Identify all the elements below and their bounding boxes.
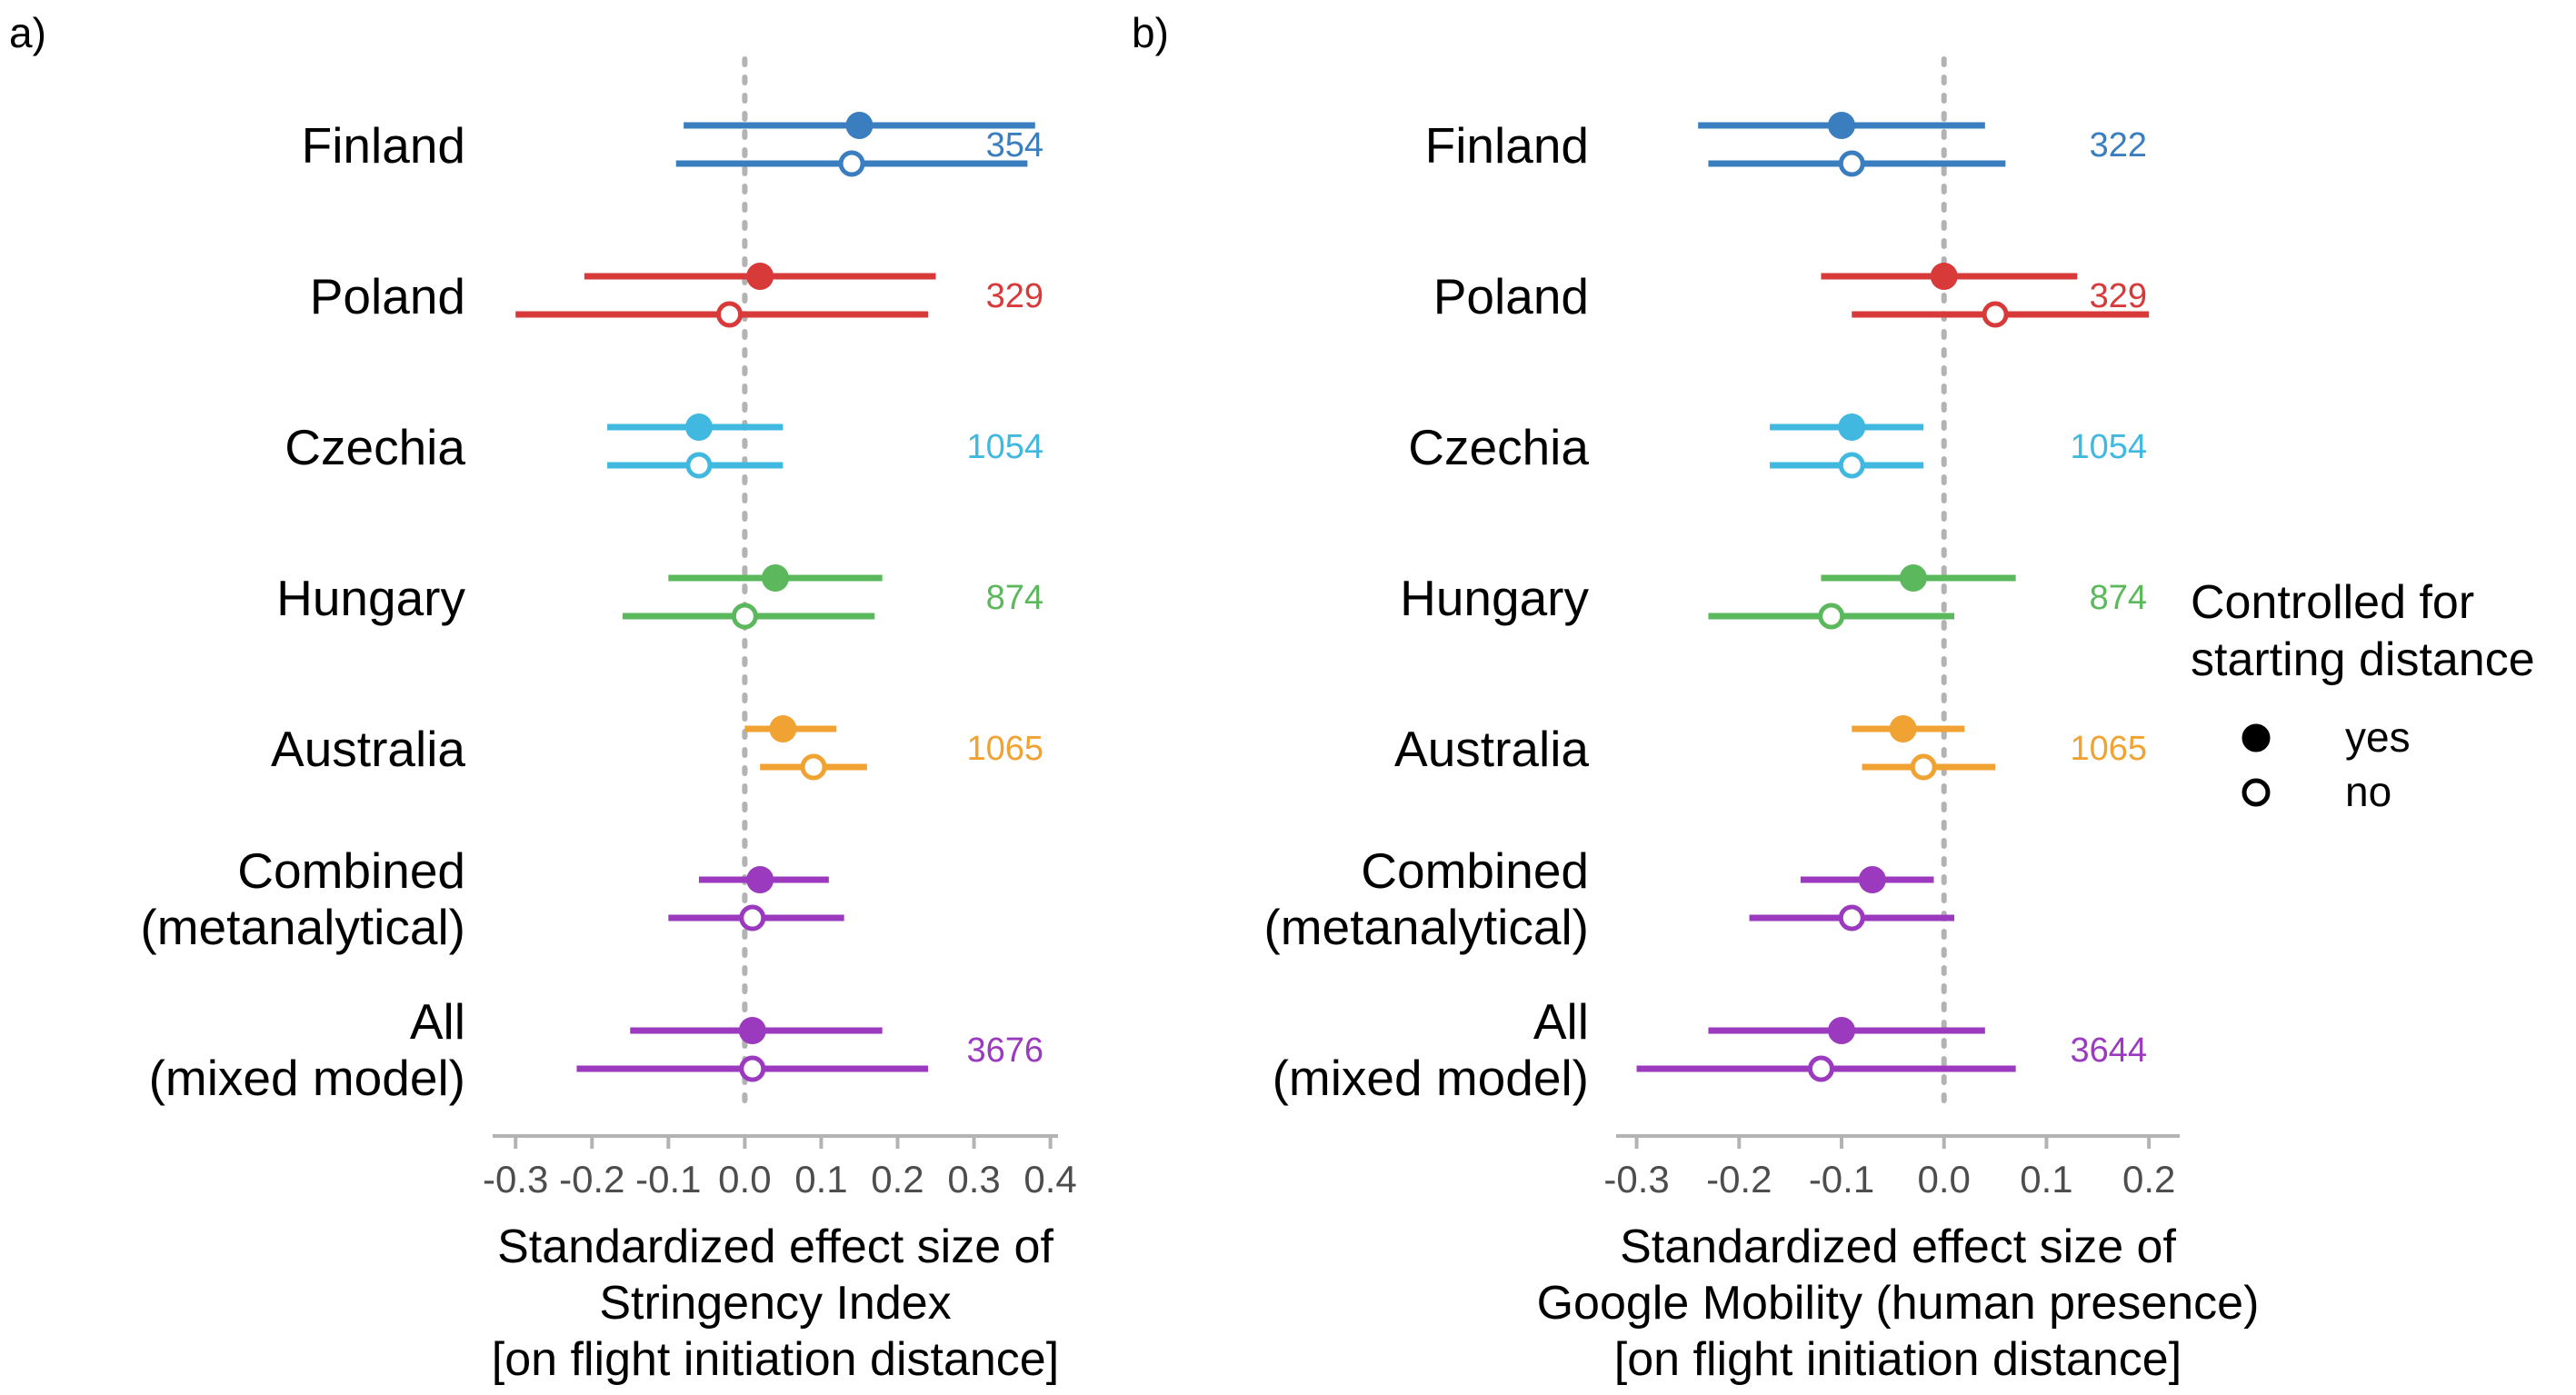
x-tick-label: 0.1	[794, 1158, 847, 1201]
point-estimate	[1807, 1055, 1834, 1082]
point-estimate	[1858, 866, 1886, 893]
point-estimate	[845, 112, 874, 139]
point-estimate	[1838, 904, 1865, 932]
x-tick-label: 0.0	[1918, 1158, 1971, 1201]
sample-size-label: 329	[2090, 277, 2147, 315]
point-estimate	[769, 715, 797, 742]
row-label: Finland	[1425, 117, 1589, 174]
sample-size-label: 1054	[2070, 428, 2147, 466]
sample-size-label: 874	[2090, 579, 2147, 617]
point-estimate	[762, 564, 789, 592]
x-tick-label: 0.1	[2020, 1158, 2072, 1201]
point-estimate	[731, 603, 758, 630]
legend-label-no: no	[2345, 768, 2391, 815]
x-tick-label: -0.3	[483, 1158, 548, 1201]
sample-size-label: 3676	[966, 1031, 1043, 1070]
x-axis-title: Google Mobility (human presence)	[1537, 1277, 2260, 1330]
point-estimate	[1828, 1017, 1855, 1044]
point-estimate	[1889, 715, 1917, 742]
x-axis-title: Standardized effect size of	[497, 1221, 1053, 1273]
row-label: Combined	[237, 842, 465, 899]
row-label: All	[410, 993, 465, 1050]
row-label: Hungary	[276, 570, 465, 626]
x-tick-label: 0.2	[871, 1158, 924, 1201]
row-label: (metanalytical)	[1263, 899, 1589, 955]
legend: Controlled for starting distance yes no	[2191, 576, 2535, 815]
point-estimate	[739, 1055, 766, 1082]
point-estimate	[838, 150, 865, 177]
point-estimate	[1828, 112, 1855, 139]
point-estimate	[716, 301, 744, 328]
row-label: (mixed model)	[149, 1050, 465, 1106]
sample-size-label: 1065	[966, 730, 1043, 768]
legend-title-line2: starting distance	[2191, 633, 2535, 686]
sample-size-label: 354	[986, 126, 1043, 164]
panel-b: b) Finland 322 Poland 329 Czechia 1054 Hungary 8…	[1132, 9, 2259, 1386]
row-label: Combined	[1361, 842, 1589, 899]
x-axis-title: Stringency Index	[599, 1277, 951, 1330]
panel-label: b)	[1132, 9, 1169, 56]
row-label: Australia	[1394, 721, 1589, 777]
sample-size-label: 322	[2090, 126, 2147, 164]
point-estimate	[1838, 150, 1865, 177]
point-estimate	[800, 753, 827, 781]
x-tick-label: 0.2	[2122, 1158, 2175, 1201]
legend-title-line1: Controlled for	[2191, 576, 2474, 629]
x-tick-label: -0.1	[635, 1158, 701, 1201]
x-tick-label: 0.3	[947, 1158, 1000, 1201]
sample-size-label: 874	[986, 579, 1043, 617]
x-tick-label: -0.1	[1809, 1158, 1874, 1201]
row-label: (metanalytical)	[140, 899, 465, 955]
point-estimate	[684, 414, 713, 441]
x-axis-title: [on flight initiation distance]	[492, 1333, 1059, 1386]
panel-label: a)	[9, 9, 46, 56]
row-label: Australia	[271, 721, 465, 777]
x-tick-label: 0.0	[718, 1158, 771, 1201]
x-axis-title: [on flight initiation distance]	[1614, 1333, 2182, 1386]
row-label: Poland	[1433, 268, 1589, 324]
point-estimate	[1838, 414, 1866, 441]
row-label: Finland	[302, 117, 465, 174]
x-axis-title: Standardized effect size of	[1620, 1221, 2176, 1273]
x-tick-label: -0.3	[1603, 1158, 1669, 1201]
point-estimate	[1930, 263, 1958, 290]
x-tick-label: -0.2	[1706, 1158, 1772, 1201]
sample-size-label: 1065	[2070, 730, 2147, 768]
point-estimate	[746, 263, 774, 290]
legend-label-yes: yes	[2345, 713, 2411, 761]
point-estimate	[685, 452, 713, 479]
point-estimate	[1818, 603, 1845, 630]
row-label: Czechia	[285, 419, 465, 475]
legend-filled-dot	[2242, 723, 2271, 752]
point-estimate	[746, 866, 774, 893]
point-estimate	[1982, 301, 2009, 328]
x-tick-label: 0.4	[1023, 1158, 1076, 1201]
x-tick-label: -0.2	[559, 1158, 624, 1201]
sample-size-label: 3644	[2070, 1031, 2147, 1070]
point-estimate	[738, 1017, 766, 1044]
point-estimate	[1838, 452, 1865, 479]
row-label: (mixed model)	[1273, 1050, 1589, 1106]
legend-open-dot	[2242, 778, 2271, 807]
sample-size-label: 329	[986, 277, 1043, 315]
point-estimate	[1899, 564, 1927, 592]
row-label: Czechia	[1408, 419, 1589, 475]
point-estimate	[1910, 753, 1937, 781]
row-label: All	[1533, 993, 1589, 1050]
sample-size-label: 1054	[966, 428, 1043, 466]
panel-a: a) Finland 354 Poland 329 Czechia 1054 Hungary 8…	[9, 9, 1077, 1386]
row-label: Poland	[310, 268, 465, 324]
row-label: Hungary	[1400, 570, 1589, 626]
point-estimate	[739, 904, 766, 932]
